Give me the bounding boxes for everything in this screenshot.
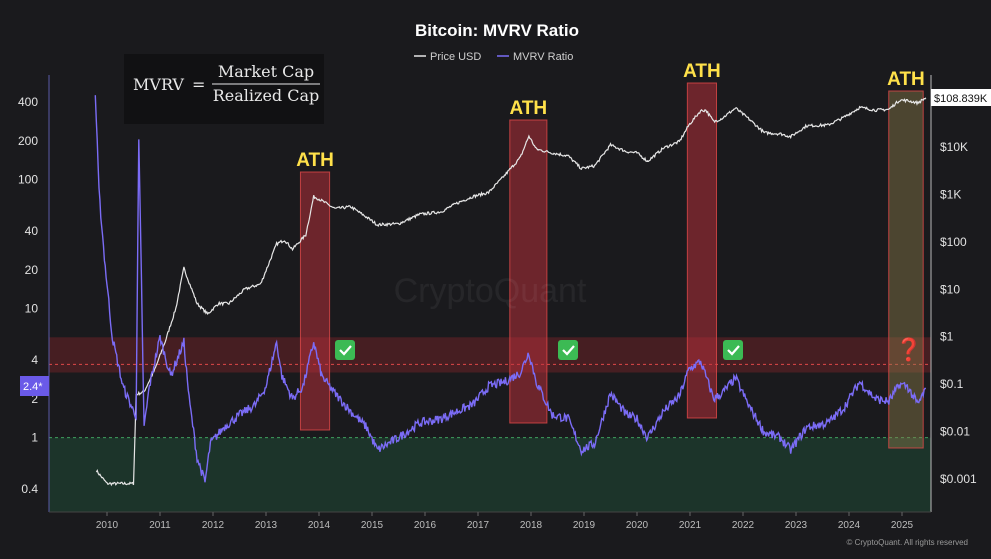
check-mark-icon (723, 340, 743, 360)
check-mark-bg (723, 340, 743, 360)
copyright: © CryptoQuant. All rights reserved (847, 538, 969, 547)
right-tick-label: $10 (940, 282, 960, 296)
right-tick-label: $0.01 (940, 425, 970, 439)
left-tick-label: 0.4 (21, 482, 38, 496)
formula-denominator: Realized Cap (213, 86, 320, 105)
current-mvrv-tag: 2.4* (20, 376, 49, 396)
x-tick-label: 2013 (255, 520, 278, 531)
check-mark-bg (558, 340, 578, 360)
ath-highlight-rect (509, 119, 548, 424)
x-tick-label: 2018 (520, 520, 543, 531)
ath-label: ATH (296, 150, 334, 171)
formula-numerator: Market Cap (218, 62, 314, 81)
legend: Price USD MVRV Ratio (414, 51, 573, 63)
right-tick-label: $1 (940, 330, 954, 344)
left-axis-ticks: 400 200 100 40 20 10 4 2 1 0.4 (18, 95, 38, 496)
formula-lhs: MVRV (133, 75, 184, 94)
ath-label: ATH (510, 98, 548, 119)
x-tick-label: 2014 (308, 520, 331, 531)
ath-highlight-rect (686, 82, 717, 419)
ath-label: ATH (683, 61, 721, 82)
right-tick-label: $10K (940, 140, 968, 154)
check-mark-icon (335, 340, 355, 360)
x-tick-label: 2017 (467, 520, 490, 531)
x-tick-label: 2011 (149, 520, 171, 531)
price-usd-line (95, 97, 927, 487)
current-price-tag-bg (931, 89, 991, 106)
check-mark-glyph (339, 345, 352, 356)
current-price-label: $108.839K (934, 93, 988, 105)
x-tick-label: 2024 (838, 520, 861, 531)
left-tick-label: 400 (18, 95, 38, 109)
left-tick-label: 1 (31, 431, 38, 445)
left-tick-label: 40 (25, 224, 39, 238)
current-mvrv-label: 2.4* (23, 381, 43, 393)
x-tick-label: 2020 (626, 520, 649, 531)
x-tick-label: 2010 (96, 520, 119, 531)
left-tick-label: 10 (25, 302, 39, 316)
left-tick-label: 100 (18, 173, 38, 187)
ath-labels: ATH ATH ATH ATH (296, 61, 925, 171)
check-marks: ❓ (335, 337, 923, 363)
check-mark-glyph (727, 345, 740, 356)
x-tick-label: 2019 (573, 520, 596, 531)
left-tick-label: 20 (25, 263, 39, 277)
ath-highlight-rect (299, 171, 331, 431)
x-tick-label: 2022 (732, 520, 755, 531)
x-tick-label: 2025 (891, 520, 914, 531)
x-tick-label: 2015 (361, 520, 384, 531)
current-price-tag: $108.839K (931, 89, 991, 106)
x-tick-label: 2012 (202, 520, 225, 531)
formula-equals: = (192, 75, 205, 94)
left-tick-label: 200 (18, 134, 38, 148)
undervalued-band (49, 437, 931, 512)
right-tick-label: $0.1 (940, 377, 964, 391)
question-mark-icon: ❓ (895, 337, 922, 363)
x-tick-label: 2023 (785, 520, 808, 531)
legend-mvrv-label: MVRV Ratio (513, 51, 573, 63)
check-mark-glyph (562, 345, 575, 356)
formula-box: MVRV = Market Cap Realized Cap (124, 54, 324, 124)
right-tick-label: $1K (940, 187, 961, 201)
ath-highlights (299, 82, 924, 449)
check-mark-bg (335, 340, 355, 360)
watermark: CryptoQuant (394, 272, 587, 310)
right-tick-label: $100 (940, 235, 967, 249)
check-mark-icon (558, 340, 578, 360)
right-axis-ticks: $10K $1K $100 $10 $1 $0.1 $0.01 $0.001 (940, 140, 977, 486)
formula-background (124, 54, 324, 124)
overvalued-band (49, 337, 931, 373)
current-mvrv-tag-bg (20, 376, 49, 396)
chart-title: Bitcoin: MVRV Ratio (415, 21, 579, 40)
legend-price-label: Price USD (430, 51, 481, 63)
mvrv-ratio-line (94, 95, 927, 483)
x-tick-label: 2021 (679, 520, 702, 531)
left-tick-label: 2 (31, 392, 38, 406)
ath-label: ATH (887, 69, 925, 90)
left-tick-label: 4 (31, 353, 38, 367)
x-tick-label: 2016 (414, 520, 437, 531)
right-tick-label: $0.001 (940, 472, 977, 486)
x-axis-ticks: 2010 2011 2012 2013 2014 2015 2016 2017 2018 2019… (96, 512, 914, 531)
